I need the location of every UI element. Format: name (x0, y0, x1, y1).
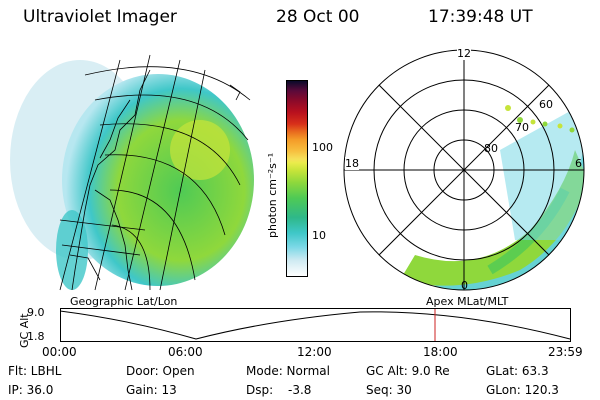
mlt-12-label: 12 (457, 47, 471, 60)
mlat-70-label: 70 (515, 121, 529, 134)
bright-spots (505, 105, 575, 133)
time-tick-4: 23:59 (548, 345, 583, 359)
time-tick-3: 18:00 (423, 345, 458, 359)
auroral-oval-outer (380, 140, 584, 290)
mlat-80-label: 80 (484, 142, 498, 155)
glon-info: GLon: 120.3 (486, 383, 559, 397)
right-panel-caption: Apex MLat/MLT (426, 295, 509, 308)
alt-tick-top: 9.0 (27, 306, 45, 319)
mode-info: Mode: Normal (246, 364, 330, 378)
gcalt-info: GC Alt: 9.0 Re (366, 364, 450, 378)
polar-plot (343, 49, 585, 291)
polar-grid (343, 49, 585, 291)
time-tick-0: 00:00 (42, 345, 77, 359)
time-label: 17:39:48 UT (428, 7, 533, 27)
dsp-label: Dsp: (246, 383, 274, 397)
ip-info: IP: 36.0 (8, 383, 54, 397)
door-info: Door: Open (126, 364, 195, 378)
mlat-60-label: 60 (539, 98, 553, 111)
geographic-image-panel (10, 54, 254, 291)
date-label: 28 Oct 00 (276, 7, 360, 27)
auroral-emission (62, 74, 254, 286)
mlt-6-label: 6 (575, 157, 582, 170)
colorbar-tick-10: 10 (312, 229, 326, 242)
colorbar (286, 80, 308, 277)
auroral-oval-inner (400, 150, 584, 286)
glat-info: GLat: 63.3 (486, 364, 549, 378)
gain-info: Gain: 13 (126, 383, 177, 397)
instrument-title: Ultraviolet Imager (23, 7, 177, 27)
time-tick-2: 12:00 (297, 345, 332, 359)
seq-info: Seq: 30 (366, 383, 412, 397)
lat-lon-grid (59, 54, 251, 291)
time-tick-1: 06:00 (168, 345, 203, 359)
mlt-18-label: 18 (345, 157, 359, 170)
colorbar-tick-100: 100 (312, 141, 333, 154)
mlt-0-label: 0 (461, 279, 468, 292)
altitude-strip-plot (60, 308, 571, 342)
coastlines (69, 69, 241, 291)
left-panel-caption: Geographic Lat/Lon (70, 295, 178, 308)
alt-tick-bottom: 1.8 (27, 330, 45, 343)
flt-info: Flt: LBHL (8, 364, 62, 378)
orbit-altitude-curve (60, 310, 571, 340)
colorbar-unit-label: photon cm⁻²s⁻¹ (266, 152, 279, 238)
dsp-value: -3.8 (288, 383, 312, 397)
